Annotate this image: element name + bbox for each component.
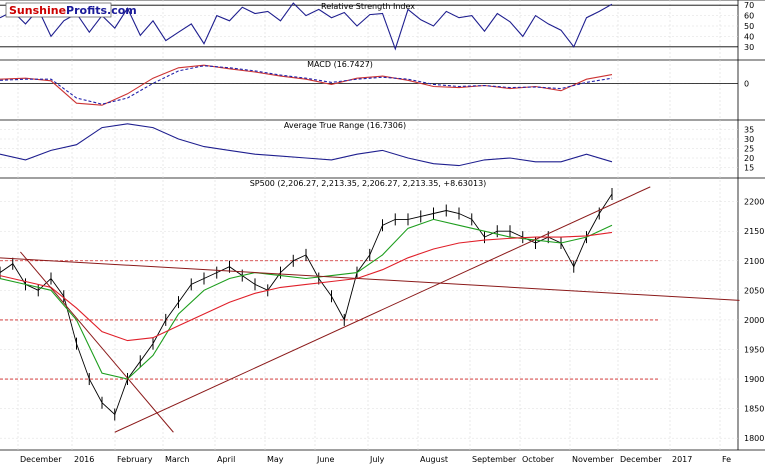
y-tick-label: 0 <box>744 79 749 88</box>
y-tick-label: 20 <box>744 154 754 163</box>
x-tick-label: November <box>572 455 614 464</box>
x-tick-label: December <box>620 455 662 464</box>
chart-background <box>0 0 765 451</box>
y-tick-label: 1900 <box>744 375 764 384</box>
price-title: SP500 (2,206.27, 2,213.35, 2,206.27, 2,2… <box>250 179 487 188</box>
brand-logo-box <box>5 2 112 18</box>
y-tick-label: 1850 <box>744 405 764 414</box>
y-tick-label: 35 <box>744 126 754 135</box>
trendline-support-rising <box>114 186 651 433</box>
x-tick-label: 2017 <box>672 455 692 464</box>
x-tick-label: September <box>472 455 517 464</box>
y-tick-label: 1800 <box>744 434 764 443</box>
y-tick-label: 60 <box>744 12 754 21</box>
y-tick-label: 30 <box>744 135 754 144</box>
y-tick-label: 30 <box>744 43 754 52</box>
macd-title: MACD (16.7427) <box>307 60 373 69</box>
price-series-line-1 <box>0 218 613 380</box>
y-tick-label: 2050 <box>744 286 764 295</box>
y-tick-label: 2100 <box>744 257 764 266</box>
x-tick-label: Fe <box>722 455 731 464</box>
brand-name-part1: Sunshine <box>9 4 66 17</box>
y-tick-label: 2150 <box>744 227 764 236</box>
brand-logo: SunshineProfits.com <box>5 2 137 18</box>
x-tick-label: October <box>522 455 555 464</box>
x-tick-label: February <box>117 455 153 464</box>
x-tick-label: July <box>369 455 385 464</box>
atr-series-line-0 <box>0 123 613 167</box>
y-tick-label: 2000 <box>744 316 764 325</box>
y-tick-label: 50 <box>744 22 754 31</box>
atr-title: Average True Range (16.7306) <box>284 121 406 130</box>
y-tick-label: 70 <box>744 1 754 10</box>
rsi-title: Relative Strength Index <box>321 2 415 11</box>
x-tick-label: March <box>165 455 189 464</box>
trendline-resistance-long <box>0 257 740 301</box>
chart-labels: Relative Strength Index MACD (16.7427) A… <box>20 1 764 464</box>
y-tick-label: 2200 <box>744 198 764 207</box>
brand-name-part2: Profits.com <box>66 4 137 17</box>
brand-name: SunshineProfits.com <box>9 4 137 17</box>
macd-series-line-1 <box>0 65 613 105</box>
price-series-line-2 <box>0 231 613 342</box>
trendline-decline <box>20 251 174 433</box>
y-tick-label: 25 <box>744 145 754 154</box>
y-tick-label: 40 <box>744 32 754 41</box>
x-tick-label: April <box>217 455 235 464</box>
y-tick-label: 1950 <box>744 345 764 354</box>
x-tick-label: May <box>267 455 284 464</box>
x-tick-label: December <box>20 455 62 464</box>
x-tick-label: 2016 <box>74 455 94 464</box>
y-tick-label: 15 <box>744 164 754 173</box>
macd-series-line-0 <box>0 64 613 106</box>
x-tick-label: August <box>420 455 448 464</box>
x-tick-label: June <box>316 455 335 464</box>
